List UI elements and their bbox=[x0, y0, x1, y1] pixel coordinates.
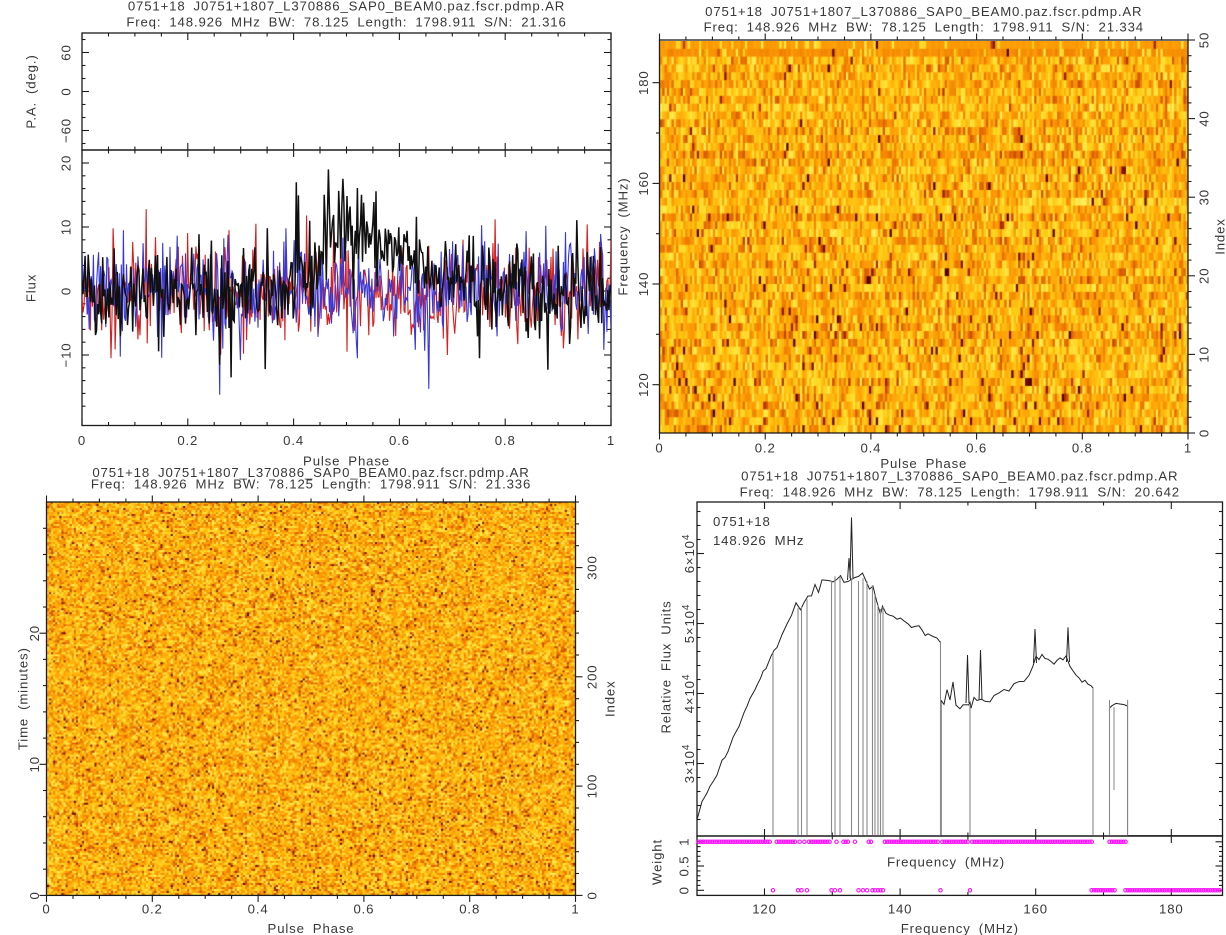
svg-text:1: 1 bbox=[1184, 440, 1192, 455]
svg-text:1: 1 bbox=[677, 838, 692, 846]
svg-text:0751+18 J0751+1807_L370886_SAP: 0751+18 J0751+1807_L370886_SAP0_BEAM0.pa… bbox=[705, 4, 1142, 19]
svg-text:120: 120 bbox=[636, 372, 651, 397]
svg-text:Index: Index bbox=[1213, 218, 1226, 255]
svg-text:20: 20 bbox=[1197, 268, 1212, 284]
svg-text:40: 40 bbox=[1197, 110, 1212, 126]
svg-text:3×104: 3×104 bbox=[681, 744, 697, 784]
svg-text:Pulse Phase: Pulse Phase bbox=[268, 921, 355, 935]
svg-text:0.8: 0.8 bbox=[495, 433, 516, 448]
svg-text:Index: Index bbox=[603, 680, 618, 717]
svg-text:0.8: 0.8 bbox=[459, 902, 480, 917]
svg-text:0.4: 0.4 bbox=[248, 902, 269, 917]
svg-text:Frequency (MHz): Frequency (MHz) bbox=[887, 855, 1005, 870]
svg-text:200: 200 bbox=[585, 665, 600, 690]
svg-text:0751+18 J0751+1807_L370886_SAP: 0751+18 J0751+1807_L370886_SAP0_BEAM0.pa… bbox=[741, 468, 1178, 483]
svg-text:10: 10 bbox=[59, 219, 74, 235]
svg-text:10: 10 bbox=[27, 756, 42, 772]
svg-text:148.926 MHz: 148.926 MHz bbox=[713, 533, 804, 548]
svg-text:20: 20 bbox=[27, 625, 42, 641]
svg-text:−10: −10 bbox=[59, 343, 74, 368]
svg-text:0.8: 0.8 bbox=[1072, 440, 1093, 455]
svg-text:0: 0 bbox=[27, 891, 42, 899]
svg-text:0: 0 bbox=[585, 891, 600, 899]
svg-text:1: 1 bbox=[607, 433, 615, 448]
svg-text:Freq: 148.926 MHz BW: 78.125 L: Freq: 148.926 MHz BW: 78.125 Length: 179… bbox=[91, 477, 531, 492]
svg-text:5×104: 5×104 bbox=[681, 604, 697, 644]
svg-text:0.4: 0.4 bbox=[860, 440, 881, 455]
svg-text:0.4: 0.4 bbox=[283, 433, 304, 448]
svg-text:50: 50 bbox=[1197, 32, 1212, 48]
svg-text:160: 160 bbox=[1023, 902, 1048, 917]
svg-text:Time (minutes): Time (minutes) bbox=[16, 647, 31, 750]
svg-text:300: 300 bbox=[585, 555, 600, 580]
svg-text:160: 160 bbox=[636, 171, 651, 196]
svg-text:120: 120 bbox=[752, 902, 777, 917]
svg-text:60: 60 bbox=[59, 44, 74, 60]
svg-text:0.2: 0.2 bbox=[142, 902, 163, 917]
svg-text:0.5: 0.5 bbox=[677, 856, 692, 877]
svg-text:0: 0 bbox=[42, 902, 50, 917]
svg-text:100: 100 bbox=[585, 774, 600, 799]
svg-text:30: 30 bbox=[1197, 189, 1212, 205]
svg-text:140: 140 bbox=[636, 272, 651, 297]
svg-text:0: 0 bbox=[59, 287, 74, 295]
svg-text:Freq: 148.926 MHz BW: 78.125 L: Freq: 148.926 MHz BW: 78.125 Length: 179… bbox=[704, 20, 1144, 35]
svg-text:0.2: 0.2 bbox=[755, 440, 776, 455]
svg-text:4×104: 4×104 bbox=[681, 674, 697, 714]
svg-text:6×104: 6×104 bbox=[681, 534, 697, 574]
svg-text:140: 140 bbox=[888, 902, 913, 917]
svg-text:Frequency (MHz): Frequency (MHz) bbox=[901, 921, 1019, 935]
svg-text:10: 10 bbox=[1197, 346, 1212, 362]
svg-text:0.2: 0.2 bbox=[177, 433, 198, 448]
svg-text:0751+18 J0751+1807_L370886_SAP: 0751+18 J0751+1807_L370886_SAP0_BEAM0.pa… bbox=[92, 465, 529, 480]
svg-text:Relative Flux Units: Relative Flux Units bbox=[659, 600, 674, 733]
svg-text:0: 0 bbox=[78, 433, 86, 448]
svg-text:0.6: 0.6 bbox=[389, 433, 410, 448]
svg-text:Pulse Phase: Pulse Phase bbox=[880, 456, 967, 471]
svg-text:P.A. (deg.): P.A. (deg.) bbox=[24, 54, 39, 128]
svg-text:Freq: 148.926 MHz BW: 78.125 L: Freq: 148.926 MHz BW: 78.125 Length: 179… bbox=[126, 14, 566, 29]
svg-text:0: 0 bbox=[1197, 429, 1212, 437]
svg-text:180: 180 bbox=[636, 70, 651, 95]
svg-text:1: 1 bbox=[571, 902, 579, 917]
svg-text:0: 0 bbox=[59, 87, 74, 95]
svg-text:180: 180 bbox=[1159, 902, 1184, 917]
svg-text:20: 20 bbox=[59, 155, 74, 171]
svg-text:0751+18: 0751+18 bbox=[713, 514, 771, 529]
svg-text:0.6: 0.6 bbox=[966, 440, 987, 455]
svg-text:0751+18 J0751+1807_L370886_SAP: 0751+18 J0751+1807_L370886_SAP0_BEAM0.pa… bbox=[128, 0, 565, 13]
svg-text:Frequency (MHz): Frequency (MHz) bbox=[616, 177, 631, 295]
svg-text:0: 0 bbox=[677, 886, 692, 894]
svg-text:Pulse Phase: Pulse Phase bbox=[303, 453, 390, 468]
svg-text:0.6: 0.6 bbox=[353, 902, 374, 917]
svg-text:Freq: 148.926 MHz BW: 78.125 L: Freq: 148.926 MHz BW: 78.125 Length: 179… bbox=[740, 484, 1180, 499]
svg-text:Weight: Weight bbox=[650, 839, 665, 885]
svg-text:0: 0 bbox=[655, 440, 663, 455]
svg-text:−60: −60 bbox=[59, 118, 74, 143]
svg-text:Flux: Flux bbox=[24, 274, 39, 302]
